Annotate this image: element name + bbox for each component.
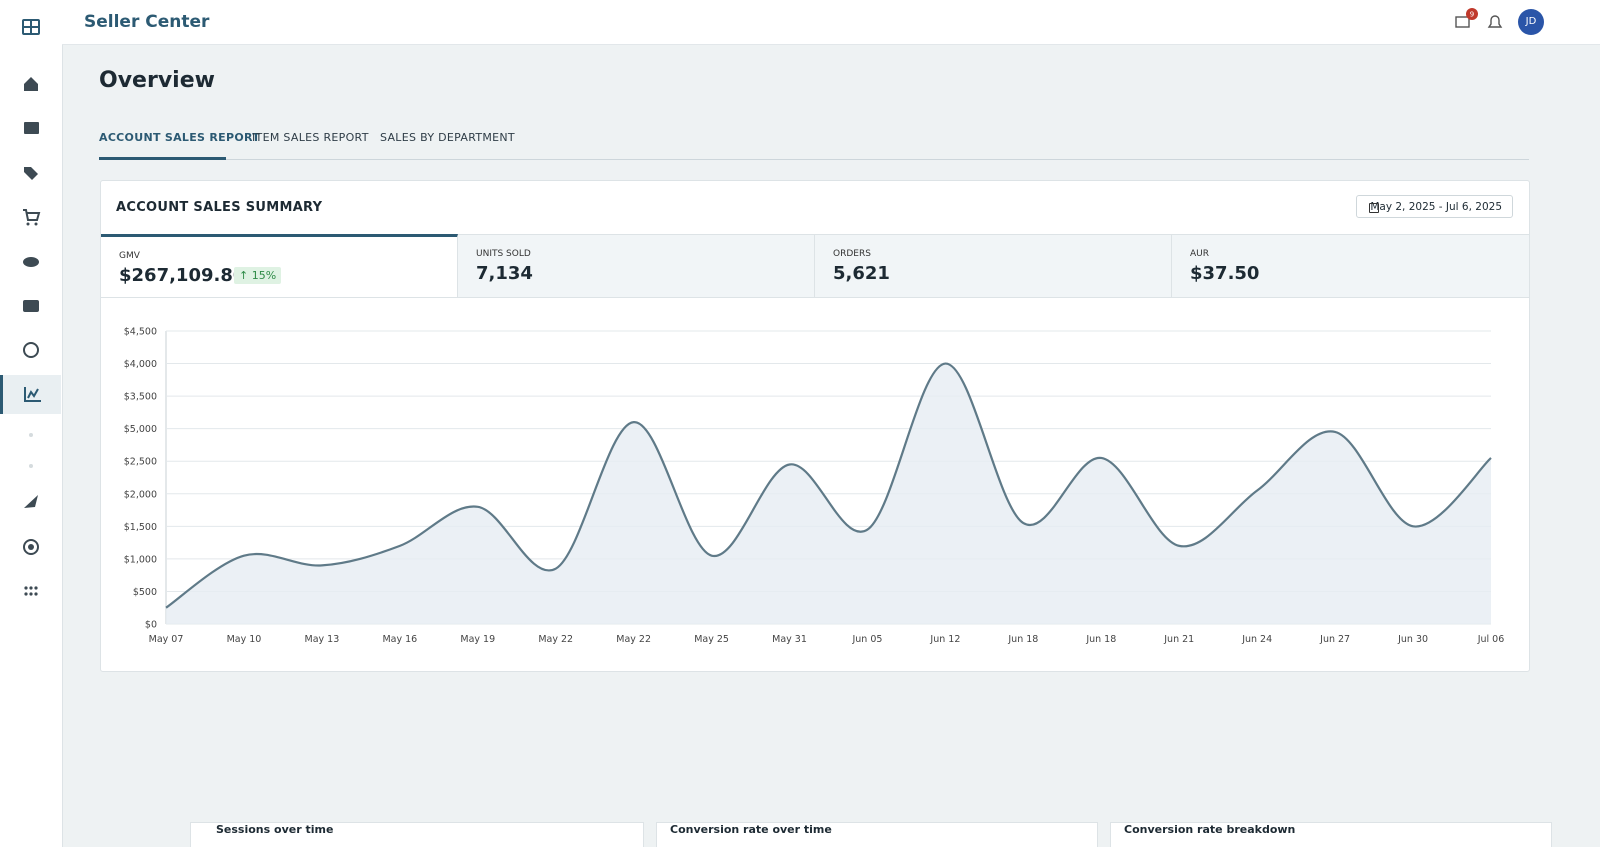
x-tick-label: Jun 18 — [1085, 634, 1116, 645]
date-range: May 2, 2025 - Jul 6, 2025 — [1370, 201, 1502, 213]
kpi-label: AUR — [1190, 249, 1209, 259]
cart-icon[interactable] — [23, 209, 41, 221]
x-tick-label: May 22 — [616, 634, 651, 645]
x-tick-label: May 31 — [772, 634, 807, 645]
card-icon[interactable] — [23, 300, 39, 312]
y-tick-label: $2,500 — [124, 457, 157, 468]
card-title: Sessions over time — [216, 823, 334, 836]
x-tick-label: May 25 — [694, 634, 729, 645]
date-range-picker[interactable]: May 2, 2025 - Jul 6, 2025 — [1356, 195, 1513, 218]
header-icons: 9 — [1455, 8, 1503, 28]
bottom-card: Conversion rate over time — [656, 822, 1098, 847]
app-title: Seller Center — [84, 12, 210, 32]
x-tick-label: May 16 — [382, 634, 417, 645]
x-tick-label: May 22 — [538, 634, 573, 645]
summary-card: ACCOUNT SALES SUMMARY May 2, 2025 - Jul … — [100, 180, 1530, 672]
x-tick-label: Jun 12 — [929, 634, 960, 645]
kpi-label: UNITS SOLD — [476, 249, 531, 259]
tab[interactable]: ITEM SALES REPORT — [252, 131, 369, 144]
tag-icon[interactable] — [24, 167, 38, 180]
kpi-tile[interactable]: AUR $37.50 — [1172, 234, 1529, 298]
users-icon[interactable] — [23, 257, 39, 267]
line — [165, 362, 1492, 609]
page-title: Overview — [99, 68, 215, 93]
avatar[interactable]: JD — [1518, 9, 1544, 35]
x-tick-label: May 19 — [460, 634, 495, 645]
apps-icon[interactable] — [24, 586, 38, 596]
kpi-value: 5,621 — [833, 263, 890, 284]
x-tick-label: Jun 18 — [1007, 634, 1038, 645]
mail-icon[interactable] — [1455, 16, 1470, 28]
kpi-change-value: 15% — [251, 269, 277, 282]
card-title: Conversion rate over time — [670, 823, 832, 836]
sidebar — [0, 0, 63, 847]
y-tick-label: $5,000 — [124, 424, 157, 435]
y-tick-label: $1,000 — [124, 554, 157, 565]
x-tick-label: Jun 21 — [1163, 634, 1194, 645]
x-tick-label: Jun 05 — [851, 634, 882, 645]
target-icon[interactable] — [23, 539, 39, 555]
kpi-label: ORDERS — [833, 249, 871, 259]
sidebar-icons — [0, 19, 61, 596]
x-tick-label: Jun 30 — [1397, 634, 1428, 645]
notification-count: 9 — [1470, 11, 1474, 19]
tab-indicator — [99, 157, 226, 160]
kpi-change: ↑ 15% — [234, 267, 282, 284]
y-tick-label: $0 — [145, 620, 157, 631]
chart: $0 $500 $1,000 $1,500 $2,000 $2,500 $5,000 $3,5… — [124, 327, 1505, 646]
kpi-value: 7,134 — [476, 263, 533, 284]
card-title: Conversion rate breakdown — [1124, 823, 1296, 836]
check-icon[interactable] — [23, 342, 39, 358]
x-tick-label: May 13 — [305, 634, 340, 645]
bell-icon[interactable] — [1487, 15, 1503, 28]
kpi-value: $37.50 — [1190, 263, 1260, 284]
x-tick-label: May 07 — [149, 634, 184, 645]
kpi-tile[interactable]: UNITS SOLD 7,134 — [458, 234, 815, 298]
tab[interactable]: SALES BY DEPARTMENT — [380, 131, 515, 144]
y-tick-label: $4,500 — [124, 327, 157, 338]
list-icon[interactable] — [24, 122, 39, 134]
card-title: ACCOUNT SALES SUMMARY — [116, 200, 323, 215]
top-bar: Seller Center 9 JD — [62, 0, 1600, 45]
area-fill — [166, 363, 1491, 624]
y-tick-label: $500 — [133, 587, 157, 598]
bottom-card: Sessions over time — [190, 822, 644, 847]
y-tick-label: $1,500 — [124, 522, 157, 533]
y-tick-label: $2,000 — [124, 489, 157, 500]
kpi-value: $267,109.80 — [119, 265, 246, 286]
home-icon[interactable] — [24, 77, 38, 91]
x-tick-label: Jul 06 — [1477, 634, 1505, 645]
x-tick-label: Jun 27 — [1319, 634, 1350, 645]
bottom-card: Conversion rate breakdown — [1110, 822, 1552, 847]
kpi-tile[interactable]: ORDERS 5,621 — [815, 234, 1172, 298]
rocket-icon[interactable] — [24, 495, 38, 508]
x-tick-label: Jun 24 — [1241, 634, 1272, 645]
y-tick-label: $3,500 — [124, 392, 157, 403]
tab[interactable]: ACCOUNT SALES REPORT — [99, 131, 261, 144]
tab-divider — [99, 159, 1529, 160]
kpi-label: GMV — [119, 251, 140, 261]
analytics-icon[interactable] — [24, 387, 41, 402]
y-tick-label: $4,000 — [124, 359, 157, 370]
x-tick-label: May 10 — [227, 634, 262, 645]
kpi-tile[interactable]: GMV $267,109.80 ↑ 15% — [101, 234, 458, 298]
